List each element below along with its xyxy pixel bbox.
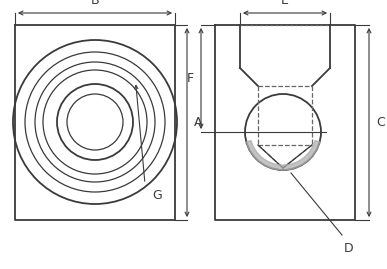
- Text: F: F: [187, 72, 194, 85]
- Text: D: D: [344, 242, 354, 255]
- Text: C: C: [376, 116, 385, 129]
- Text: B: B: [91, 0, 99, 7]
- Text: G: G: [152, 189, 162, 202]
- Text: A: A: [194, 116, 202, 129]
- Text: E: E: [281, 0, 289, 7]
- Polygon shape: [246, 140, 320, 170]
